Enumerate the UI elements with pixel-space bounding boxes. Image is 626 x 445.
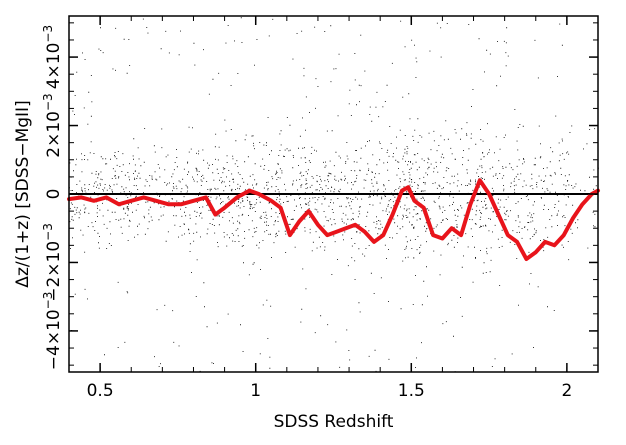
y-axis-ticks: −4×10−3−2×10−3 0 2×10−3 4×10−3 <box>41 22 598 371</box>
y-axis-label: Δz/(1+z) [SDSS−MgII] <box>13 100 33 287</box>
x-tick-label: 1.5 <box>398 381 425 401</box>
x-axis-label: SDSS Redshift <box>274 412 394 432</box>
y-tick-label: 0 <box>44 189 64 200</box>
y-tick-label: −4×10−3 <box>41 292 64 371</box>
running-median-line <box>67 178 600 261</box>
y-tick-label: 2×10−3 <box>41 93 64 157</box>
x-tick-label: 1 <box>250 381 261 401</box>
x-tick-label: 2 <box>561 381 572 401</box>
x-tick-label: 0.5 <box>87 381 114 401</box>
x-axis-ticks: 0.5 1 1.5 2 <box>68 16 599 401</box>
y-tick-label: −2×10−3 <box>41 223 64 302</box>
y-tick-label: 4×10−3 <box>41 25 64 89</box>
